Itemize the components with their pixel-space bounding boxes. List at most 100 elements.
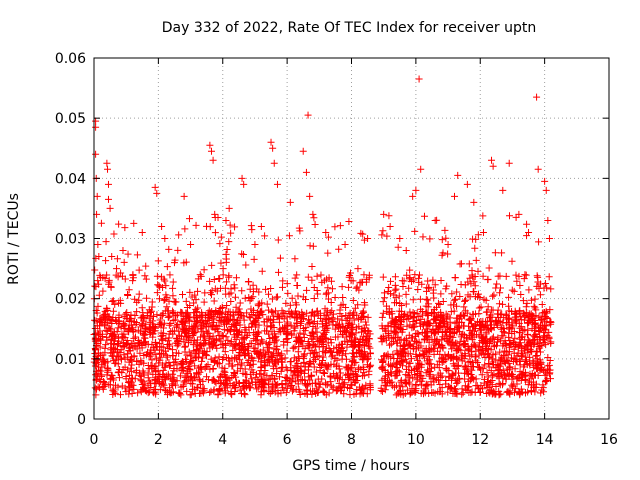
data-point [238, 390, 246, 398]
data-point [348, 323, 356, 331]
data-point [510, 287, 518, 295]
data-point [236, 386, 244, 394]
data-point [240, 180, 248, 188]
data-point [280, 341, 288, 349]
data-point [207, 355, 215, 363]
data-point [434, 299, 442, 307]
data-point [419, 321, 427, 329]
data-point [412, 186, 420, 194]
data-point [526, 370, 534, 378]
data-point [484, 276, 492, 284]
data-point [337, 386, 345, 394]
data-point [442, 285, 450, 293]
data-point [216, 373, 224, 381]
data-point [251, 348, 259, 356]
data-point [220, 354, 228, 362]
y-tick-label: 0.04 [55, 171, 86, 187]
data-point [217, 318, 225, 326]
data-point [155, 282, 163, 290]
data-point [498, 371, 506, 379]
data-point [490, 361, 498, 369]
data-point [461, 296, 469, 304]
data-point [240, 316, 248, 324]
data-point [381, 325, 389, 333]
data-point [489, 162, 497, 170]
data-point [483, 321, 491, 329]
data-point [530, 327, 538, 335]
data-point [417, 389, 425, 397]
data-point [256, 307, 264, 315]
data-point [401, 310, 409, 318]
data-point [173, 322, 181, 330]
data-point [209, 323, 217, 331]
data-point [483, 340, 491, 348]
data-point [451, 274, 459, 282]
data-point [217, 233, 225, 241]
data-point [486, 389, 494, 397]
data-point [177, 332, 185, 340]
data-point [533, 282, 541, 290]
data-point [236, 356, 244, 364]
data-point [181, 343, 189, 351]
data-point [513, 352, 521, 360]
data-point [459, 330, 467, 338]
data-point [211, 213, 219, 221]
data-point [425, 390, 433, 398]
data-point [416, 377, 424, 385]
data-point [490, 371, 498, 379]
data-point [426, 235, 434, 243]
y-tick-label: 0.02 [55, 292, 86, 308]
data-point [350, 390, 358, 398]
data-point [336, 310, 344, 318]
data-point [136, 371, 144, 379]
data-point [120, 351, 128, 359]
data-point [506, 325, 514, 333]
y-tick-label: 0 [77, 412, 86, 428]
data-point [321, 334, 329, 342]
data-point [457, 281, 465, 289]
data-point [522, 342, 530, 350]
data-point [197, 341, 205, 349]
data-point [394, 243, 402, 251]
data-point [175, 337, 183, 345]
data-point [219, 265, 227, 273]
data-point [545, 366, 553, 374]
data-point [471, 293, 479, 301]
data-point [159, 343, 167, 351]
data-point [230, 281, 238, 289]
data-point [127, 311, 135, 319]
data-point [241, 294, 249, 302]
data-point [515, 307, 523, 315]
data-point [134, 389, 142, 397]
data-point [521, 345, 529, 353]
data-point [278, 307, 286, 315]
data-point [91, 345, 99, 353]
data-point [412, 382, 420, 390]
data-point [355, 322, 363, 330]
data-point [448, 345, 456, 353]
data-point [318, 361, 326, 369]
data-point [94, 349, 102, 357]
data-point [310, 214, 318, 222]
data-point [466, 316, 474, 324]
data-point [173, 365, 181, 373]
data-point [142, 275, 150, 283]
data-point [126, 356, 134, 364]
data-point [495, 366, 503, 374]
data-point [521, 357, 529, 365]
data-point [392, 329, 400, 337]
data-point [511, 334, 519, 342]
data-point [512, 356, 520, 364]
data-point [379, 227, 387, 235]
data-point [194, 275, 202, 283]
data-point [95, 322, 103, 330]
data-point [157, 353, 165, 361]
data-point [278, 283, 286, 291]
data-point [158, 273, 166, 281]
data-point [459, 389, 467, 397]
data-point [140, 331, 148, 339]
data-point [184, 368, 192, 376]
data-point [461, 375, 469, 383]
data-point [100, 356, 108, 364]
data-point [265, 306, 273, 314]
